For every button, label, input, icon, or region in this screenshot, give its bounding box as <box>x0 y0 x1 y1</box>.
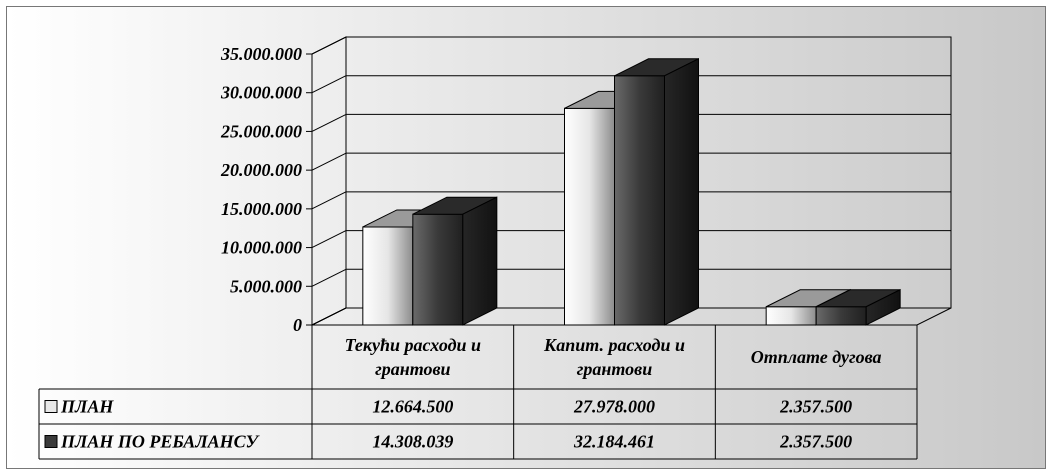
category-label: Капит. расходи и <box>543 335 685 355</box>
gridline-side <box>311 75 347 94</box>
gridline-side <box>311 152 347 171</box>
bar-front <box>815 306 867 326</box>
gridline-side <box>311 36 347 55</box>
gridline-side <box>311 113 347 132</box>
legend-swatch <box>44 435 58 448</box>
bar-side <box>462 196 498 326</box>
data-label: 12.664.500 <box>372 397 453 417</box>
bar <box>815 288 901 326</box>
gridline-side <box>311 307 347 326</box>
y-tick-label: 10.000.000 <box>221 238 302 258</box>
data-label: 2.357.500 <box>779 432 852 452</box>
legend-swatch <box>44 400 58 413</box>
data-label: 32.184.461 <box>573 432 655 452</box>
y-tick-label: 0 <box>293 315 302 335</box>
bar-front <box>564 107 615 326</box>
category-label: Текући расходи и <box>345 335 482 355</box>
gridline-side <box>311 268 347 287</box>
y-tick-label: 25.000.000 <box>220 121 302 141</box>
y-tick-label: 5.000.000 <box>230 276 302 296</box>
category-label: грантови <box>577 359 652 379</box>
legend-label: ПЛАН ПО РЕБАЛАНСУ <box>60 432 260 452</box>
bars <box>362 57 901 326</box>
bar-front <box>362 226 414 326</box>
data-label: 2.357.500 <box>779 397 852 417</box>
gridline-side <box>311 191 347 210</box>
y-tick-label: 20.000.000 <box>220 160 302 180</box>
y-tick-label: 15.000.000 <box>221 199 302 219</box>
bar <box>614 57 699 326</box>
legend-label: ПЛАН <box>60 397 114 417</box>
bar-side <box>865 288 901 326</box>
bar-chart: 0 5.000.000 10.000.000 15.000.000 20.000.000… <box>7 7 1045 468</box>
chart-frame: 0 5.000.000 10.000.000 15.000.000 20.000.000… <box>6 6 1046 469</box>
category-label: грантови <box>375 359 450 379</box>
data-label: 14.308.039 <box>372 432 453 452</box>
y-tick-label: 30.000.000 <box>220 83 302 103</box>
gridline-side <box>311 230 347 249</box>
bar-front <box>412 213 464 326</box>
bar-front <box>765 306 817 326</box>
bar-front <box>614 75 665 326</box>
y-axis-ticks: 0 5.000.000 10.000.000 15.000.000 20.000.000… <box>220 44 312 335</box>
data-label: 27.978.000 <box>573 397 655 417</box>
bar <box>412 196 498 326</box>
data-table: Текући расходи и грантови Капит. расходи и… <box>38 325 918 460</box>
category-label: Отплате дугова <box>751 347 882 367</box>
bar-side <box>664 57 699 326</box>
chart-background <box>7 7 1045 468</box>
y-tick-label: 35.000.000 <box>220 44 302 64</box>
